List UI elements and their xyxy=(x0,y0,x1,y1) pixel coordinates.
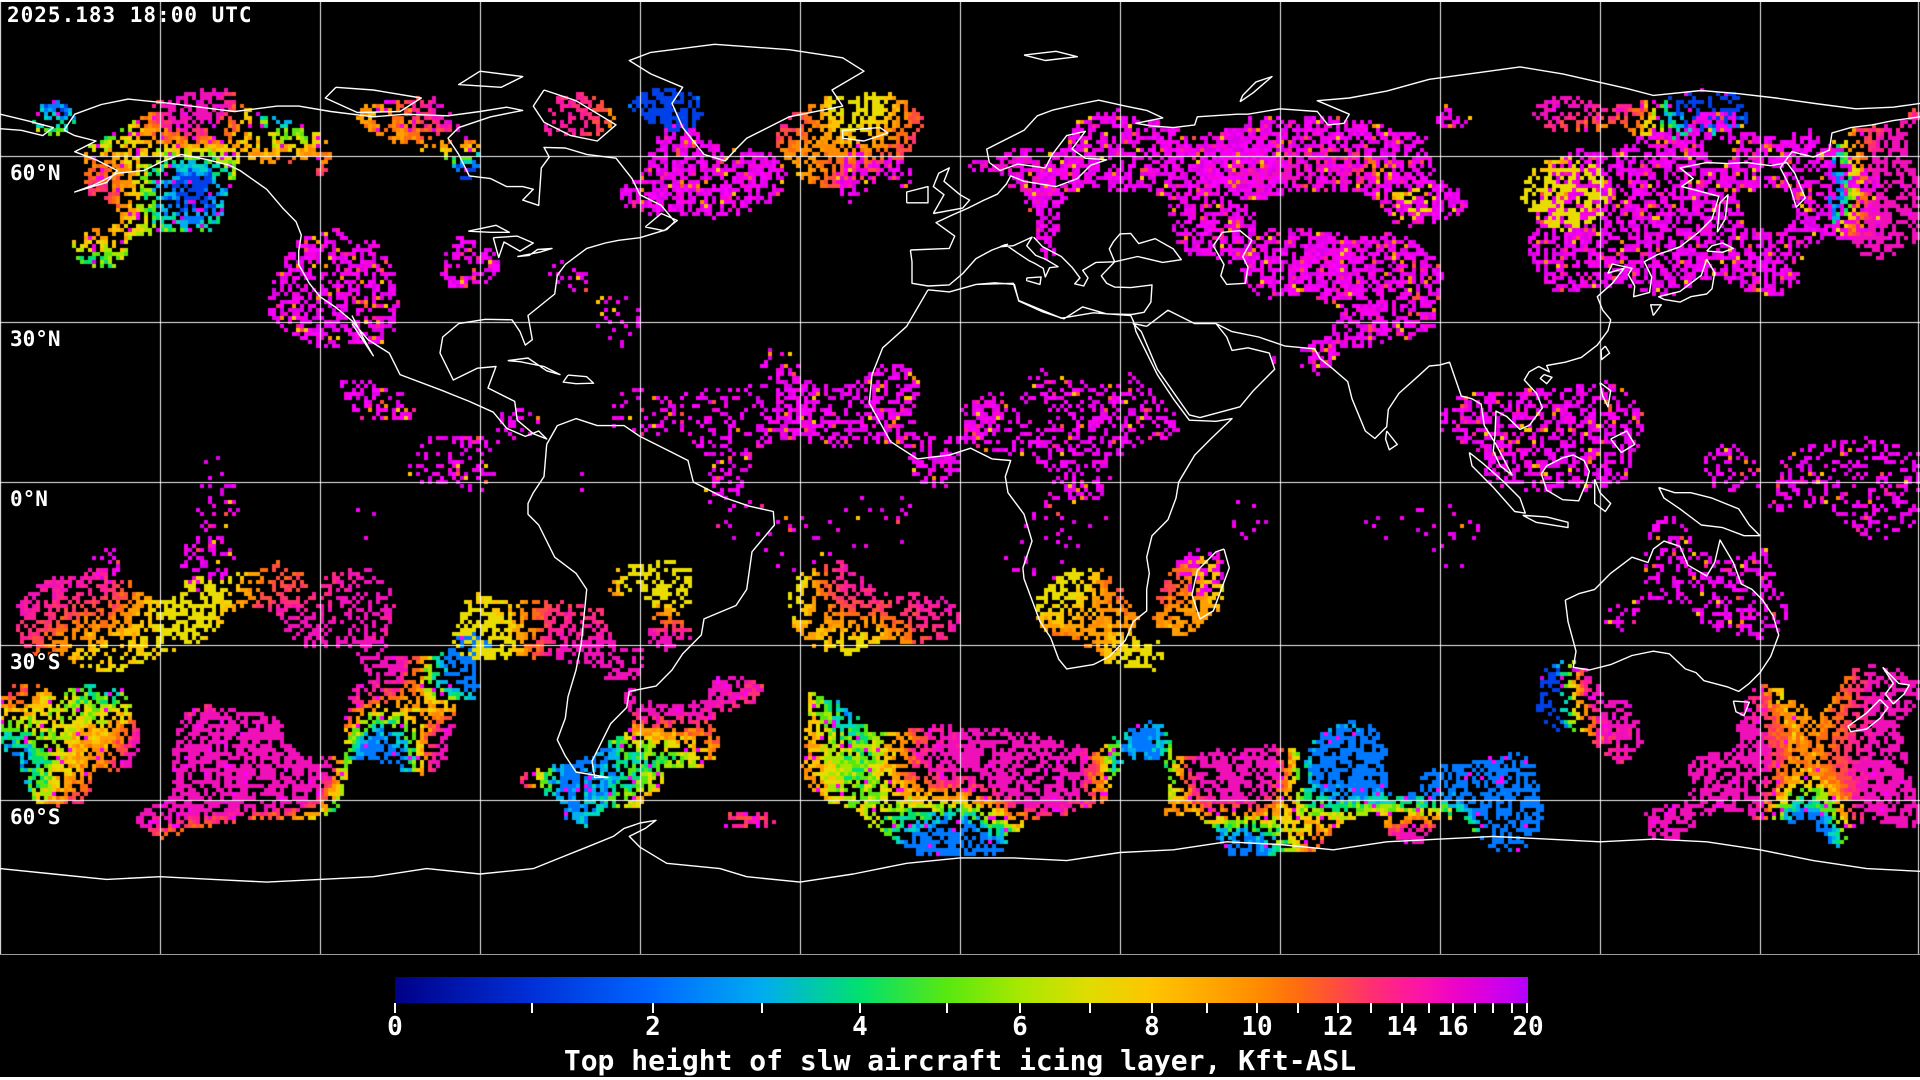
map-bottom-frame-line xyxy=(0,954,1920,955)
colorbar-tick-label: 4 xyxy=(852,1012,868,1042)
colorbar-tick xyxy=(1370,1003,1372,1013)
world-map: 60°N 30°N 0°N 30°S 60°S xyxy=(0,0,1920,954)
colorbar-tick xyxy=(1526,1003,1528,1013)
colorbar-gradient xyxy=(395,977,1528,1003)
colorbar-tick-label: 0 xyxy=(387,1012,403,1042)
colorbar-tick xyxy=(1206,1003,1208,1013)
colorbar-title: Top height of slw aircraft icing layer, … xyxy=(563,1044,1357,1077)
colorbar-tick xyxy=(1337,1003,1339,1013)
colorbar-tick xyxy=(1474,1003,1476,1013)
colorbar-tick xyxy=(1401,1003,1403,1013)
latitude-label: 60°N xyxy=(10,161,61,185)
top-frame-line xyxy=(0,0,1920,2)
colorbar-tick xyxy=(1151,1003,1153,1013)
colorbar-tick-label: 12 xyxy=(1322,1012,1354,1042)
colorbar-tick-label: 10 xyxy=(1241,1012,1273,1042)
colorbar-tick xyxy=(761,1003,763,1013)
colorbar-tick xyxy=(1297,1003,1299,1013)
latitude-label: 30°N xyxy=(10,327,61,351)
colorbar-tick-label: 16 xyxy=(1437,1012,1469,1042)
colorbar: 0 2 4 6 8 10 12 14 16 20 xyxy=(387,977,1544,1042)
colorbar-tick xyxy=(946,1003,948,1013)
bottom-frame-line xyxy=(0,1077,1920,1080)
colorbar-tick-label: 20 xyxy=(1512,1012,1544,1042)
colorbar-tick xyxy=(1089,1003,1091,1013)
colorbar-tick xyxy=(859,1003,861,1013)
colorbar-tick xyxy=(531,1003,533,1013)
latitude-label: 60°S xyxy=(10,805,61,829)
colorbar-tick-label: 6 xyxy=(1012,1012,1028,1042)
colorbar-tick xyxy=(1019,1003,1021,1013)
timestamp-label: 2025.183 18:00 UTC xyxy=(7,3,253,27)
colorbar-tick-label: 14 xyxy=(1386,1012,1418,1042)
icing-data-layer xyxy=(0,0,1920,954)
latitude-label: 30°S xyxy=(10,650,61,674)
colorbar-tick xyxy=(1428,1003,1430,1013)
colorbar-tick xyxy=(394,1003,396,1013)
colorbar-tick xyxy=(1452,1003,1454,1013)
colorbar-tick-label: 2 xyxy=(645,1012,661,1042)
colorbar-tick-label: 8 xyxy=(1144,1012,1160,1042)
colorbar-tick xyxy=(652,1003,654,1013)
latitude-label: 0°N xyxy=(10,487,48,511)
colorbar-tick xyxy=(1256,1003,1258,1013)
colorbar-tick xyxy=(1492,1003,1494,1013)
colorbar-tick xyxy=(1511,1003,1513,1013)
